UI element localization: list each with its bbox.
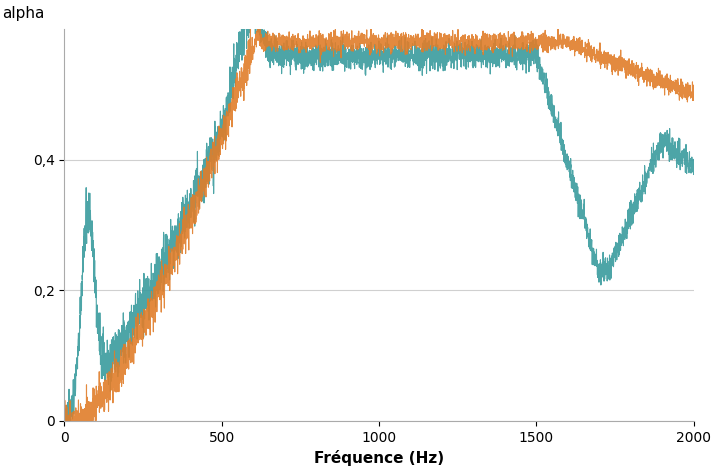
Text: alpha: alpha (2, 7, 45, 21)
X-axis label: Fréquence (Hz): Fréquence (Hz) (314, 450, 444, 466)
